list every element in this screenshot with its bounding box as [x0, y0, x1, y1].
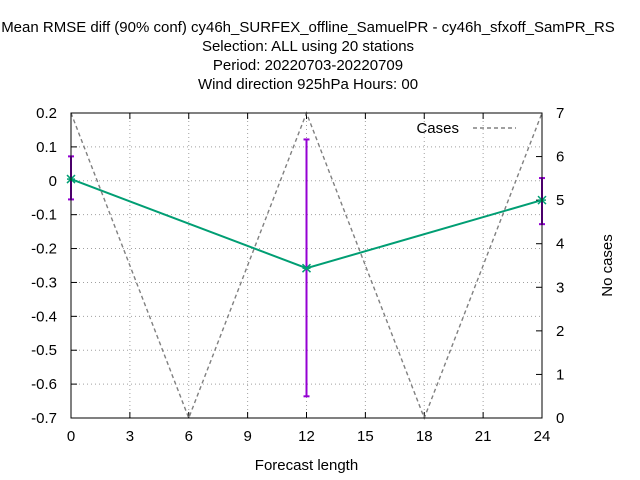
y2-tick-label: 7 [556, 105, 564, 122]
y-tick-label: -0.5 [31, 342, 57, 359]
x-axis-label: Forecast length [255, 457, 358, 474]
legend-label-cases: Cases [416, 120, 459, 137]
y2-tick-label: 1 [556, 366, 564, 383]
y2-axis-label: No cases [599, 234, 616, 297]
y-tick-label: -0.3 [31, 274, 57, 291]
chart-title-block: Mean RMSE diff (90% conf) cy46h_SURFEX_o… [1, 19, 615, 93]
x-tick-label: 21 [475, 428, 492, 445]
y2-axis-ticks: 0 1 2 3 4 5 6 7 [536, 105, 564, 427]
x-tick-label: 3 [126, 428, 134, 445]
y-tick-label: -0.4 [31, 308, 57, 325]
x-tick-label: 6 [185, 428, 193, 445]
data-point [301, 263, 312, 273]
series-layer [66, 111, 547, 420]
x-tick-label: 12 [298, 428, 315, 445]
x-tick-label: 9 [243, 428, 251, 445]
title-line-2: Selection: ALL using 20 stations [202, 38, 414, 55]
x-tick-label: 15 [357, 428, 374, 445]
y-axis-ticks: 0.2 0.1 0 -0.1 -0.2 -0.3 -0.4 -0.5 -0.6 -0.7 [31, 105, 77, 427]
y-tick-label: 0 [49, 173, 57, 190]
legend: Cases [416, 120, 516, 137]
x-tick-label: 24 [534, 428, 551, 445]
title-line-3: Period: 20220703-20220709 [213, 57, 403, 74]
y-tick-label: -0.6 [31, 376, 57, 393]
y-tick-label: -0.1 [31, 207, 57, 224]
plot-frame [70, 112, 543, 419]
title-line-1: Mean RMSE diff (90% conf) cy46h_SURFEX_o… [1, 19, 615, 36]
y2-tick-label: 5 [556, 192, 564, 209]
y-tick-label: -0.7 [31, 410, 57, 427]
y2-tick-label: 0 [556, 410, 564, 427]
y2-tick-label: 2 [556, 323, 564, 340]
y2-tick-label: 6 [556, 149, 564, 166]
y2-tick-label: 4 [556, 236, 564, 253]
y2-tick-label: 3 [556, 279, 564, 296]
y-tick-label: 0.1 [36, 139, 57, 156]
title-line-4: Wind direction 925hPa Hours: 00 [198, 76, 418, 93]
x-tick-label: 0 [67, 428, 75, 445]
y-tick-label: 0.2 [36, 105, 57, 122]
x-tick-label: 18 [416, 428, 433, 445]
y-tick-label: -0.2 [31, 241, 57, 258]
x-axis-ticks: 0 3 6 9 12 15 18 21 24 [67, 113, 551, 445]
